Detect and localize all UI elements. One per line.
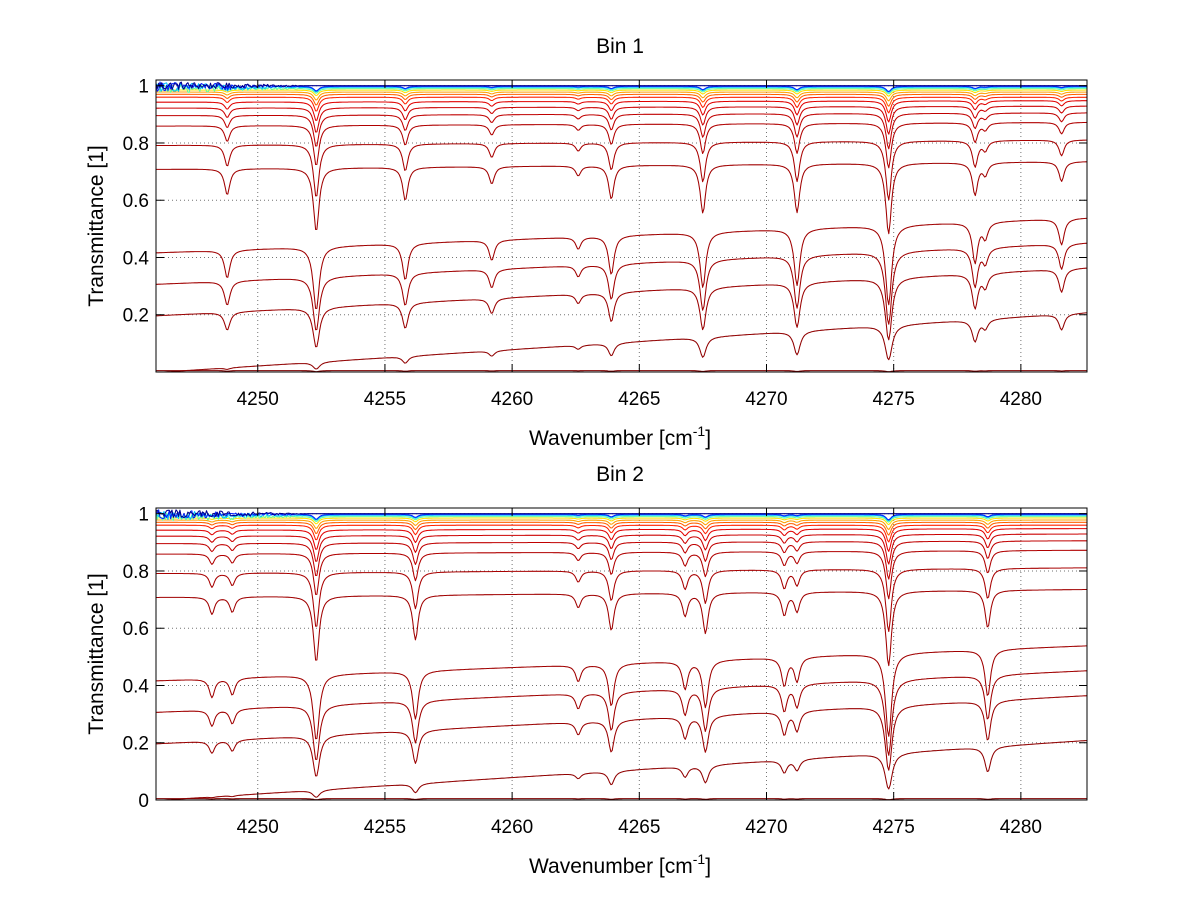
series-line [155,81,1087,91]
series-line [156,93,1087,107]
ticks: 4250 4255 4260 4265 4270 4275 4280 0.2 0.4 0.6 0.8… [123,77,1087,410]
y-tick-label: 0.2 [123,734,149,755]
axes-box [155,79,1088,373]
series-line [155,567,1087,633]
series-line [156,540,1087,580]
series-line [156,524,1087,543]
x-tick-label: 4275 [873,389,915,410]
series-line [156,217,1088,310]
x-tick-label: 4270 [745,389,787,410]
x-axis-title: Wavenumber [cm-1] [529,423,711,450]
series-line [156,588,1087,667]
series-line [155,81,1087,93]
y-tick-label: 0.2 [123,306,149,327]
series-line [155,510,1087,522]
chart-title: Bin 2 [596,463,644,486]
series-line [156,139,1087,201]
x-tick-label: 4250 [237,817,279,838]
x-axis-title: Wavenumber [cm-1] [529,851,711,878]
y-tick-label: 0 [138,791,149,812]
x-tick-label: 4255 [364,389,406,410]
x-tick-label: 4260 [491,817,533,838]
x-tick-label: 4250 [237,389,279,410]
chart-bin-2: Bin 2 4250 4255 4260 4265 4270 4275 4280 0 0.2 0.… [85,463,1088,878]
x-tick-label: 4280 [1000,389,1042,410]
x-tick-label: 4265 [618,389,660,410]
grid [156,508,1087,801]
grid [156,80,1087,372]
series-line [156,521,1087,536]
series-group [155,509,1088,801]
y-tick-label: 1 [138,77,149,98]
axes-box [155,507,1088,801]
x-tick-label: 4270 [745,817,787,838]
series-line [156,161,1087,235]
series-line [156,312,1088,373]
chart-title: Bin 1 [596,35,644,58]
series-line [156,91,1087,102]
y-tick-label: 0.6 [123,619,149,640]
series-line [156,549,1087,600]
y-tick-label: 0.8 [123,562,149,583]
series-line [156,370,1087,373]
series-line [156,89,1087,97]
y-tick-label: 0.6 [123,191,149,212]
series-line [155,695,1088,777]
x-tick-label: 4280 [1000,817,1042,838]
series-line [155,509,1087,521]
y-axis-title: Transmittance [1] [85,573,108,734]
series-line [156,533,1087,565]
series-line [156,112,1087,150]
y-tick-label: 0.4 [123,248,150,269]
series-line [156,528,1087,552]
series-line [156,267,1088,348]
series-line [155,670,1087,760]
series-line [156,121,1088,169]
series-line [155,512,1087,523]
y-tick-label: 0.4 [123,676,150,697]
x-tick-label: 4255 [364,817,406,838]
series-line [155,82,1087,93]
series-line [155,83,1087,95]
y-axis-title: Transmittance [1] [85,145,108,306]
series-line [156,798,1087,801]
series-line [156,517,1087,526]
series-line [155,645,1087,740]
y-tick-label: 1 [138,505,149,526]
series-line [156,105,1087,135]
series-line [155,509,1087,519]
series-group [155,81,1088,373]
series-line [156,96,1088,114]
series-line [156,739,1088,801]
series-line [156,242,1088,331]
series-line [156,519,1087,531]
x-tick-label: 4260 [491,389,533,410]
x-tick-label: 4265 [618,817,660,838]
ticks: 4250 4255 4260 4265 4270 4275 4280 0 0.2 0.4 0.6 0.… [123,505,1087,838]
chart-bin-1: Bin 1 4250 4255 4260 4265 4270 4275 4280 0.2 0.4… [85,35,1088,450]
y-tick-label: 0.8 [123,134,149,155]
series-line [156,100,1087,123]
x-tick-label: 4275 [873,817,915,838]
